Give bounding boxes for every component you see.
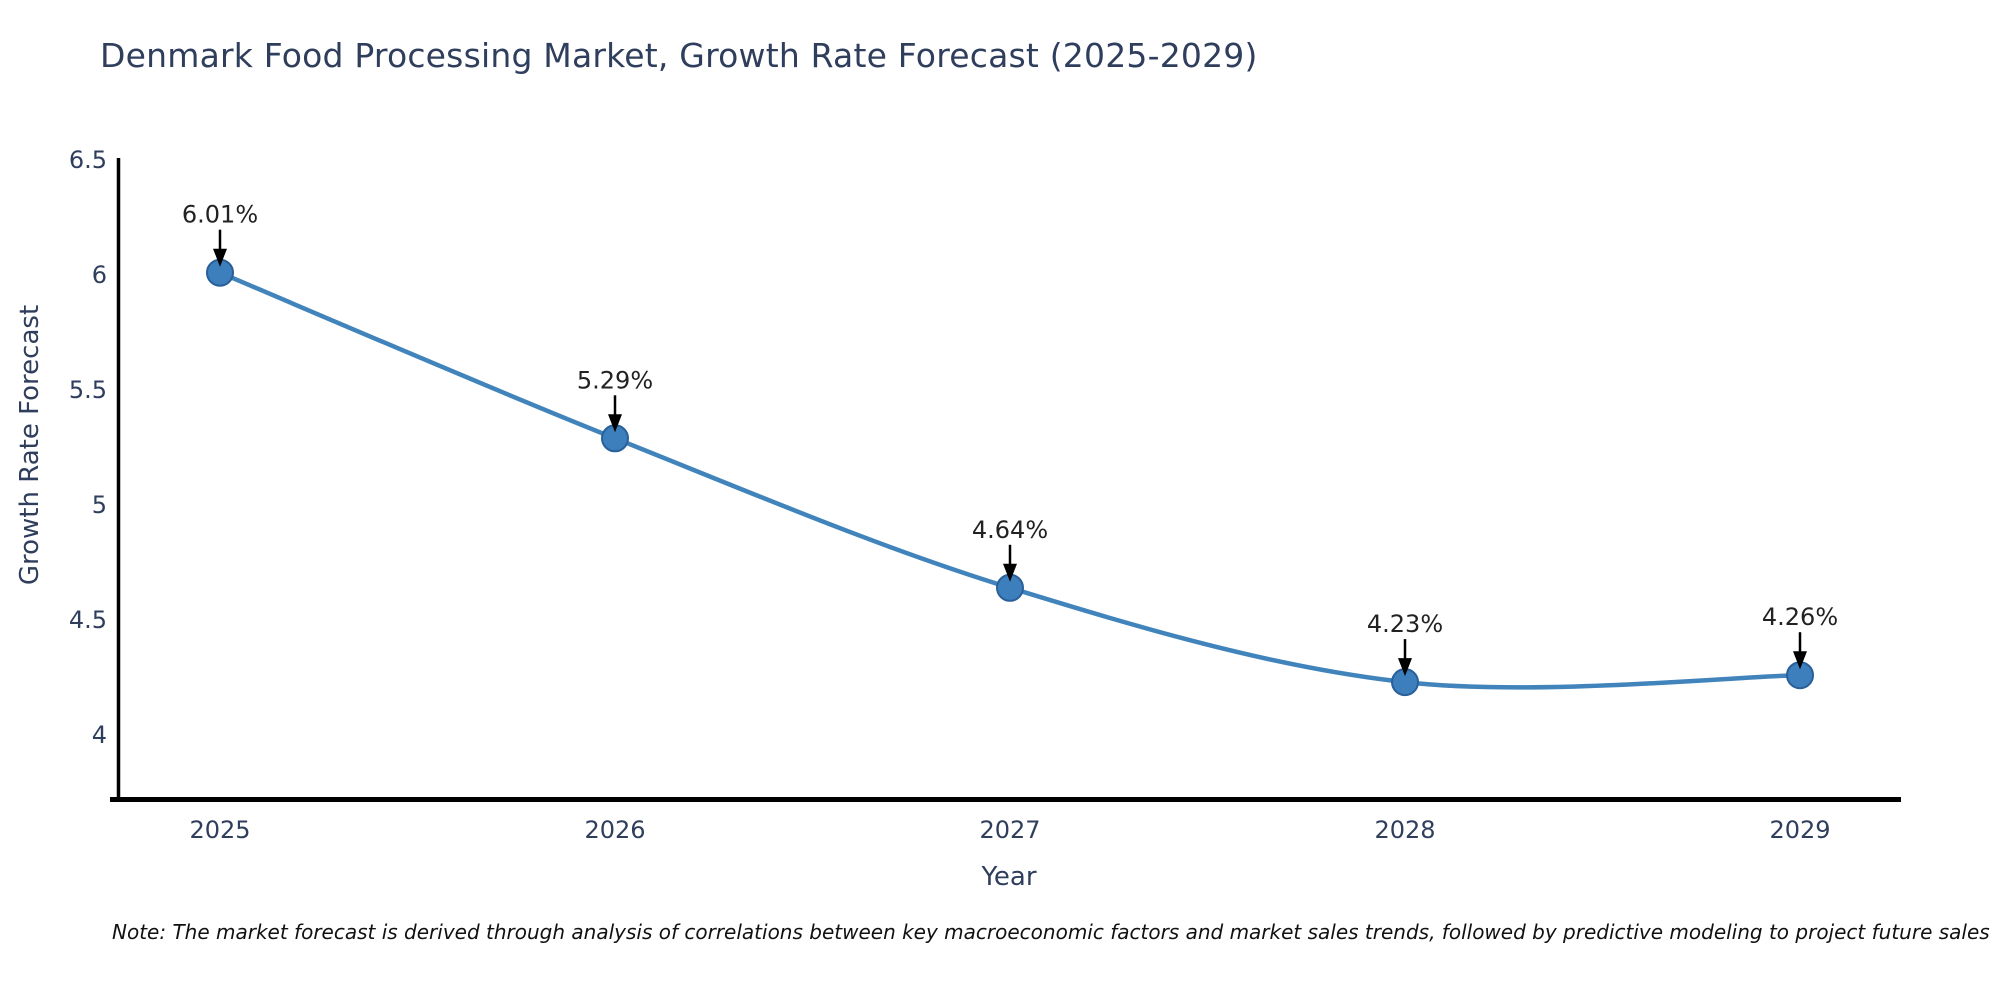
annotation-label: 4.26%: [1762, 603, 1838, 631]
annotation-arrow-head: [1398, 658, 1412, 677]
y-tick-label: 4: [92, 721, 107, 749]
x-tick-label: 2028: [1374, 816, 1435, 844]
y-tick-label: 6.5: [69, 146, 107, 174]
x-tick-label: 2025: [189, 816, 250, 844]
footnote: Note: The market forecast is derived thr…: [112, 920, 1990, 944]
y-tick-label: 5: [92, 491, 107, 519]
y-tick-label: 4.5: [69, 606, 107, 634]
series-line: [217, 270, 1803, 690]
x-axis-title: Year: [981, 862, 1037, 892]
annotation-label: 4.64%: [972, 516, 1048, 544]
annotation-arrow-head: [1793, 651, 1807, 670]
x-tick-label: 2026: [584, 816, 645, 844]
annotation-label: 4.23%: [1367, 610, 1443, 638]
chart-title: Denmark Food Processing Market, Growth R…: [100, 36, 1258, 75]
annotation-label: 5.29%: [577, 366, 653, 394]
annotation-arrow-head: [608, 414, 622, 433]
y-tick-label: 5.5: [69, 376, 107, 404]
x-tick-label: 2029: [1769, 816, 1830, 844]
annotation-arrow-head: [1003, 563, 1017, 582]
y-tick-label: 6: [92, 261, 107, 289]
annotation-arrow-head: [213, 248, 227, 267]
annotation-label: 6.01%: [182, 201, 258, 229]
x-tick-label: 2027: [979, 816, 1040, 844]
